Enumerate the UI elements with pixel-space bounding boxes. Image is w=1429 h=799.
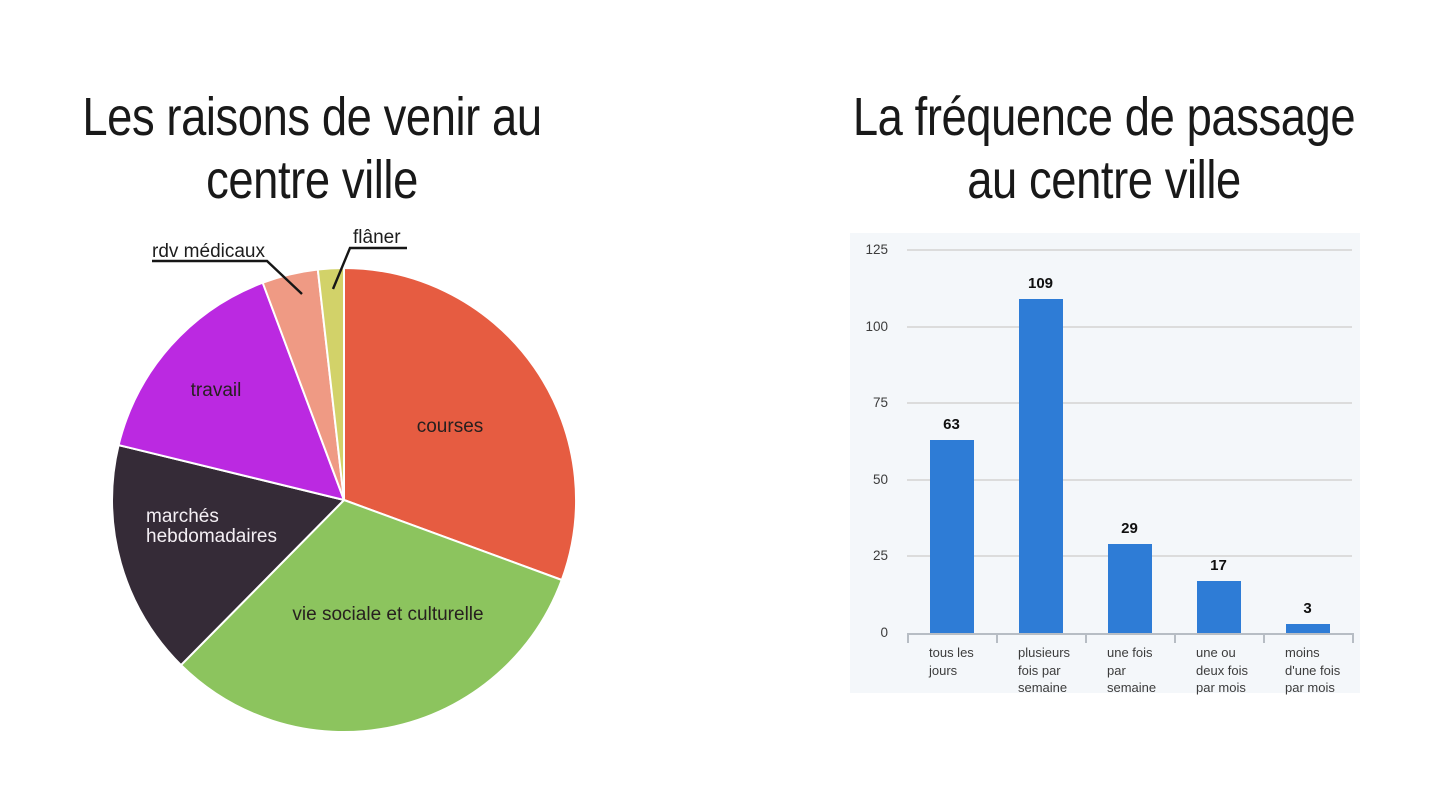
pie-label-rdv-medicaux: rdv médicaux xyxy=(152,241,265,262)
y-tick-label-25: 25 xyxy=(872,548,888,564)
grid-line-50 xyxy=(907,478,1352,481)
pie-slice-flaner xyxy=(316,267,345,501)
x-category-label-line: par mois xyxy=(1196,680,1246,695)
pie-slice-vie-sociale-et-culturelle xyxy=(180,499,563,733)
x-category-label-line: par mois xyxy=(1285,680,1335,695)
x-category-label-line: deux fois xyxy=(1196,662,1249,678)
bar-tous-les-jours xyxy=(929,440,974,633)
bar-chart-title-line1: La fréquence de passage xyxy=(852,87,1356,148)
x-category-label-line: tous les xyxy=(929,645,974,660)
pie-slice-marches-hebdomadaires xyxy=(111,444,345,667)
bar-chart-title: La fréquence de passage au centre ville xyxy=(844,86,1365,212)
y-tick-label-75: 75 xyxy=(872,395,888,411)
bar-une-fois-par-semaine xyxy=(1107,544,1152,633)
x-category-label-line: moins xyxy=(1285,645,1320,660)
bar-chart: 0 25 50 75 100 125 63 109 29 17 3 tous les jours plus… xyxy=(850,233,1360,695)
pie-chart-title: Les raisons de venir au centre ville xyxy=(52,86,573,212)
bar-chart-title-line2: au centre ville xyxy=(967,150,1241,211)
x-category-label-line: plusieurs xyxy=(1018,645,1071,660)
pie-label-marches-hebdomadaires-line2: hebdomadaires xyxy=(146,526,277,547)
pie-chart-title-line1: Les raisons de venir au xyxy=(82,87,542,148)
x-category-label-une-ou-deux-fois-par-mois: une ou deux fois par mois xyxy=(1196,644,1265,697)
grid-line-75 xyxy=(907,402,1352,405)
x-axis-tick-4 xyxy=(1263,633,1265,643)
bar-plusieurs-fois-par-semaine xyxy=(1018,299,1063,633)
x-category-label-moins-d-une-fois-par-mois: moins d'une fois par mois xyxy=(1285,644,1354,697)
pie-label-travail: travail xyxy=(191,380,242,401)
x-category-label-une-fois-par-semaine: une fois par semaine xyxy=(1107,644,1176,697)
y-tick-label-100: 100 xyxy=(865,318,888,334)
rdv-medicaux-callout-line xyxy=(152,259,303,295)
bar-value-label-moins-d-une-fois-par-mois: 3 xyxy=(1303,599,1312,617)
pie-label-courses: courses xyxy=(417,416,484,437)
bar-value-label-une-ou-deux-fois-par-mois: 17 xyxy=(1210,556,1227,574)
x-category-label-line: une fois xyxy=(1107,645,1153,660)
x-category-label-plusieurs-fois-par-semaine: plusieurs fois par semaine xyxy=(1018,644,1087,697)
bar-value-label-plusieurs-fois-par-semaine: 109 xyxy=(1027,275,1054,292)
x-axis-tick-0 xyxy=(907,633,909,643)
x-axis-tick-3 xyxy=(1174,633,1176,643)
bar-value-label-tous-les-jours: 63 xyxy=(943,416,960,433)
pie-label-marches-hebdomadaires-line1: marchés xyxy=(146,506,219,527)
pie-label-vie-sociale-et-culturelle: vie sociale et culturelle xyxy=(292,604,483,625)
bar-value-label-une-fois-par-semaine: 29 xyxy=(1121,520,1138,538)
flaner-callout-line xyxy=(331,246,407,290)
x-axis-tick-2 xyxy=(1085,633,1087,643)
pie-slice-travail xyxy=(117,281,345,501)
y-tick-label-50: 50 xyxy=(872,471,888,487)
x-axis-tick-5 xyxy=(1352,633,1354,643)
x-axis-tick-1 xyxy=(996,633,998,643)
x-category-label-line: une ou xyxy=(1196,645,1236,660)
bar-une-ou-deux-fois-par-mois xyxy=(1196,580,1241,633)
x-category-label-line: d'une fois xyxy=(1285,662,1341,678)
bar-chart-plot-area xyxy=(850,233,1360,693)
pie-label-flaner: flâner xyxy=(353,227,401,248)
grid-line-125 xyxy=(907,249,1352,251)
x-category-label-line: semaine xyxy=(1018,680,1068,695)
x-axis-line xyxy=(907,633,1352,635)
y-tick-label-125: 125 xyxy=(865,242,888,257)
bar-moins-d-une-fois-par-mois xyxy=(1285,623,1330,633)
pie-chart: courses vie sociale et culturelle marchésh… xyxy=(111,227,577,733)
y-tick-label-0: 0 xyxy=(880,625,888,640)
x-category-label-line: jours xyxy=(929,662,958,678)
x-category-label-tous-les-jours: tous les jours xyxy=(929,644,998,679)
pie-slice-courses xyxy=(343,267,577,581)
x-category-label-line: fois par xyxy=(1018,662,1061,678)
x-category-label-line: par xyxy=(1107,662,1126,678)
grid-line-100 xyxy=(907,325,1352,328)
pie-chart-title-line2: centre ville xyxy=(206,150,418,211)
x-category-label-line: semaine xyxy=(1107,680,1157,695)
